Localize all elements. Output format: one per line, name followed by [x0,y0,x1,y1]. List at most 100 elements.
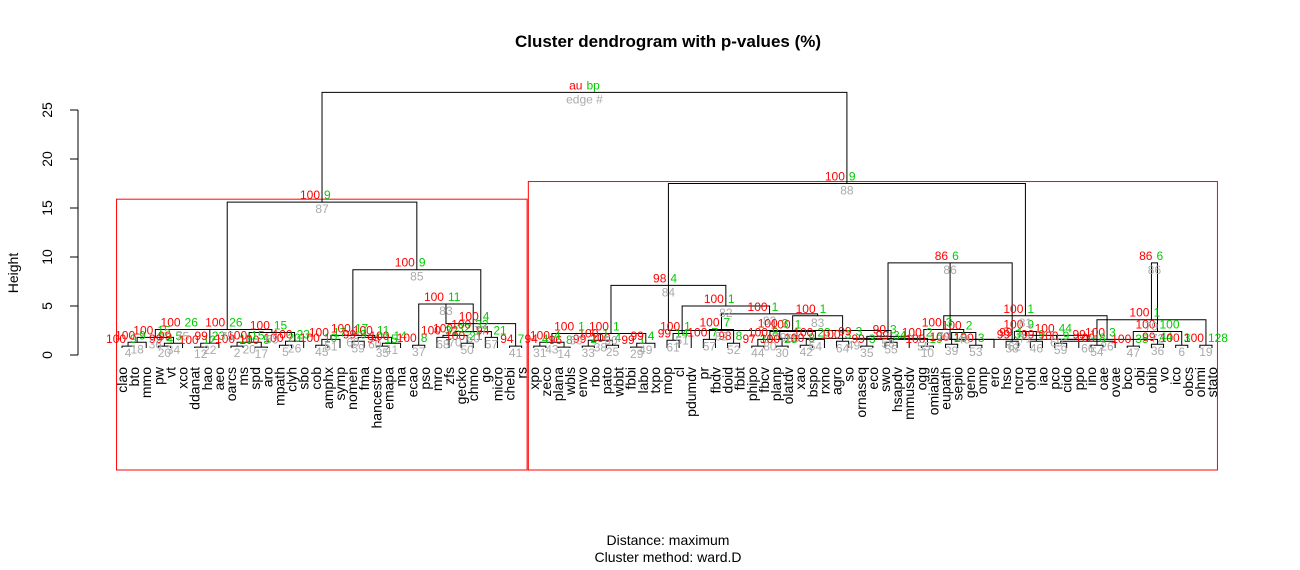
au-value: 100 [215,332,235,346]
au-value: 100 [179,333,199,347]
edge-number: 50 [604,333,618,347]
leaf-label: pr [695,367,711,380]
bp-value: 14 [393,329,407,343]
edge-number: 12 [194,347,208,361]
au-value: 100 [660,319,680,333]
dendrogram-branch [182,329,273,333]
y-axis: 0 5 10 15 20 25 [39,102,79,359]
leaf-label: fbbt [732,367,748,390]
au-value: 100 [250,318,270,332]
bp-value: 8 [566,333,573,347]
edge-number: 60 [368,337,382,351]
au-value: 100 [353,323,373,337]
au-value: 100 [784,331,804,345]
edge-number: 80 [763,339,777,353]
au-value: 99 [997,327,1011,341]
au-value: 100 [922,316,942,330]
au-value: 99 [343,327,357,341]
au-value: 99 [1021,327,1035,341]
leaf-label: pw [150,366,166,385]
edge-number: 51 [324,339,338,353]
au-value: 100 [905,332,925,346]
leaf-label: cl [671,367,687,377]
leaf-label: ecao [405,367,421,398]
edge-number: 79 [937,330,951,344]
leaf-label: mro [429,367,445,391]
bp-value: 32 [457,321,471,335]
leaf-label: wbls [562,367,578,396]
edge-number: 69 [1050,335,1064,349]
au-value: 94 [524,332,538,346]
leaf-label: eupath [938,367,954,410]
y-tick-label: 5 [39,302,55,310]
bp-value: 3 [1014,327,1021,341]
leaf-label: doid [720,367,736,393]
bp-value: 1 [639,333,646,347]
leaf-label: mop [659,367,675,394]
au-value: 100 [825,170,845,184]
leaf-label: obcs [1180,367,1196,397]
au-value: 86 [1139,249,1153,263]
leaf-label: fbbi [623,367,639,390]
leaf-label: ohd [1022,367,1038,390]
edge-number: 79 [773,331,787,345]
cluster-rect [527,181,1218,471]
au-value: 100 [554,319,574,333]
bp-value: 4 [542,332,549,346]
edge-legend: edge # [566,92,603,106]
bp-value: 26 [185,316,199,330]
leaf-label: ero [986,367,1002,387]
bp-value: 1 [1090,327,1097,341]
leaf-label: amphx [320,367,336,409]
leaf-label: sbo [296,367,312,390]
leaf-label: gecko [453,367,469,405]
bp-value: 15 [157,323,171,337]
au-value: 100 [589,319,609,333]
leaf-label: clao [114,367,130,393]
bp-value: 1 [1153,306,1160,320]
bp-value: 11 [448,290,461,304]
bp-value: 23 [784,332,798,346]
edge-number: 10 [921,346,935,360]
au-value: 94 [367,332,381,346]
edge-number: 36 [149,337,163,351]
dendrogram-branch [226,201,418,330]
leaf-label: obib [1143,367,1159,394]
leaf-label: vt [162,367,178,378]
cluster-method-subtitle: Cluster method: ward.D [594,549,741,565]
bp-value: 9 [139,328,146,342]
au-value: 100 [227,328,247,342]
leaf-label: go [477,367,493,383]
leaf-label: swo [877,367,893,392]
bp-value: 1 [1016,325,1023,339]
au-value: 100 [1160,331,1180,345]
leaf-label: vo [1156,367,1172,382]
au-value: 99 [876,328,890,342]
au-value: 97 [742,332,756,346]
edge-number: 45 [315,345,329,359]
bp-value: 9 [360,327,367,341]
bp-value: 21 [469,329,483,343]
edge-number: 18 [130,342,144,356]
au-value: 100 [133,323,153,337]
au-value: 100 [530,328,550,342]
edge-number: 36 [1151,344,1165,358]
leaf-label: aro [259,367,275,387]
bp-value: 8 [772,325,779,339]
bp-value: 8 [421,331,428,345]
leaf-label: agro [829,367,845,395]
dendrogram-root-branch [321,91,848,203]
au-value: 99 [838,324,852,338]
au-value: 100 [748,325,768,339]
bp-value: 17 [333,325,347,339]
au-value: 99 [1073,327,1087,341]
bp-value: 34 [893,328,907,342]
au-value: 100 [1003,317,1023,331]
au-value: 100 [433,321,453,335]
au-value: 100 [796,302,816,316]
edge-number: 38 [1005,341,1019,355]
leaf-label: symp [332,367,348,401]
bp-value: 8 [1099,331,1106,345]
au-value: 100 [395,256,415,270]
